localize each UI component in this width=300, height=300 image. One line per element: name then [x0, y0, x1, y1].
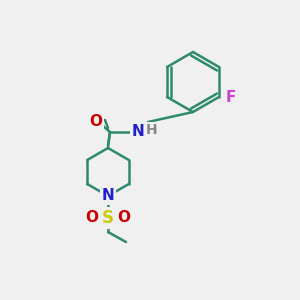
Text: H: H: [146, 123, 158, 137]
Text: S: S: [102, 209, 114, 227]
Text: N: N: [102, 188, 114, 203]
Text: N: N: [132, 124, 144, 140]
Text: O: O: [85, 211, 98, 226]
Text: O: O: [89, 115, 103, 130]
Text: F: F: [226, 89, 236, 104]
Text: O: O: [118, 211, 130, 226]
